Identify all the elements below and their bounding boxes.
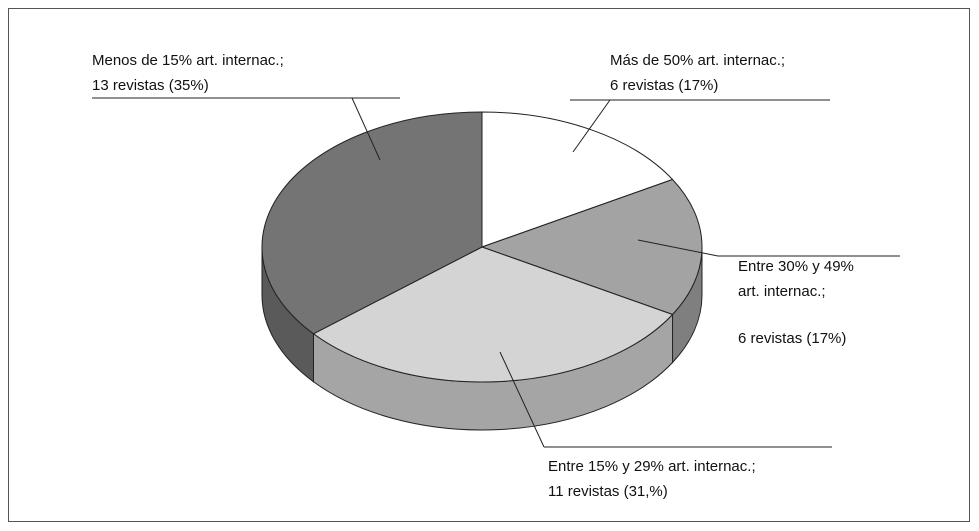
- frame: [8, 8, 970, 522]
- slice: [480, 178, 703, 316]
- slice: [312, 246, 674, 383]
- value-label: 13 revistas (35%): [92, 77, 209, 94]
- slice-label: Entre 15% y 29% art. internac.; 11 revis…: [548, 454, 828, 504]
- value-label: 11 revistas (31,%): [548, 483, 668, 500]
- category-label: Más de 50% art. internac.;: [610, 52, 786, 69]
- leaders: [92, 97, 900, 448]
- category-label: Entre 30% y 49% art. internac.;: [738, 258, 854, 300]
- leader: [499, 351, 545, 448]
- slice: [261, 111, 483, 335]
- slice: [481, 111, 674, 248]
- leader: [351, 97, 381, 161]
- value-label: 6 revistas (17%): [610, 77, 719, 94]
- category-label: Entre 15% y 29% art. internac.;: [548, 458, 756, 475]
- leader: [637, 239, 719, 257]
- category-label: Menos de 15% art. internac.;: [92, 52, 284, 69]
- slice-label: Más de 50% art. internac.; 6 revistas (1…: [610, 48, 850, 98]
- slice-label: Entre 30% y 49% art. internac.; 6 revist…: [738, 254, 878, 351]
- leader: [572, 99, 611, 153]
- value-label: 6 revistas (17%): [738, 330, 847, 347]
- pie: [261, 111, 703, 431]
- slice-label: Menos de 15% art. internac.; 13 revistas…: [92, 48, 382, 98]
